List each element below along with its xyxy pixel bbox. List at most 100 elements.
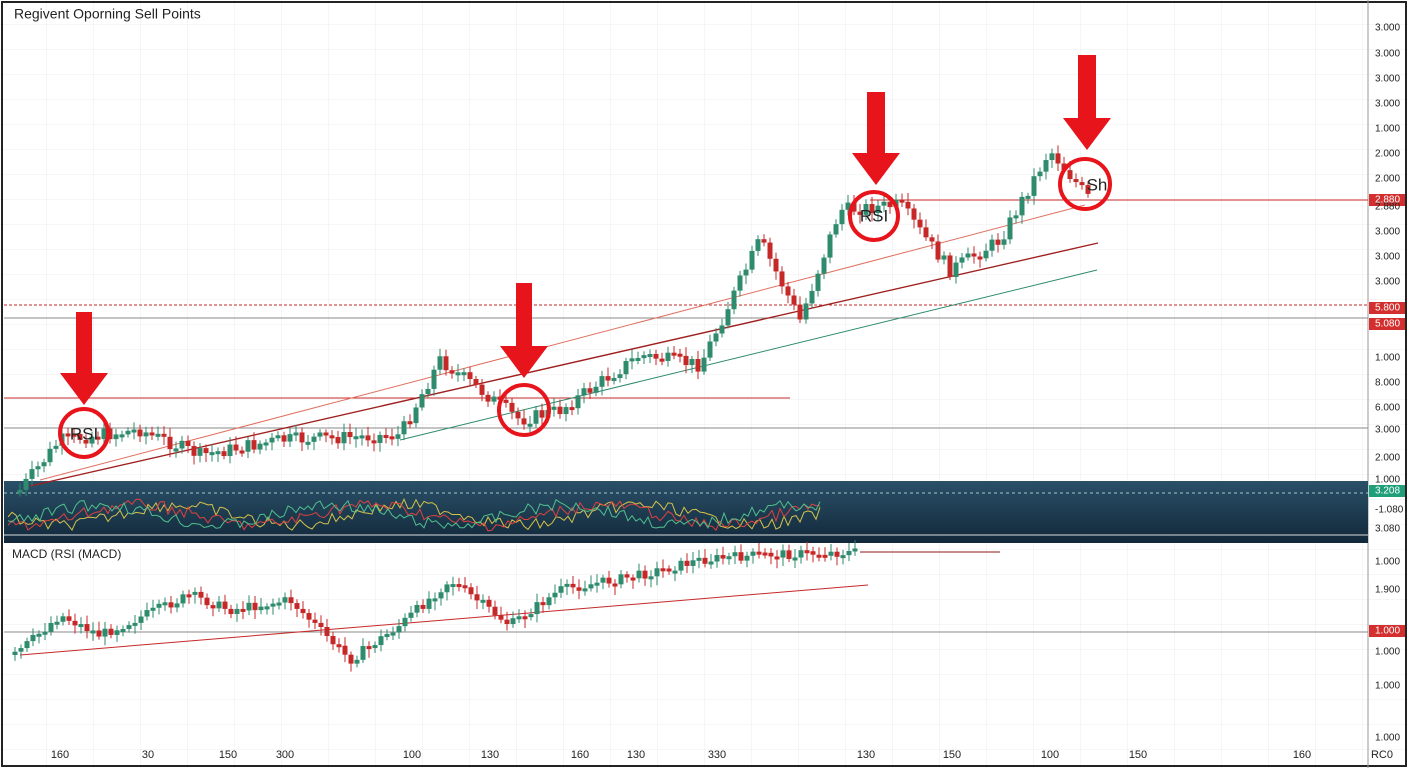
candle xyxy=(522,616,528,620)
candle xyxy=(623,361,629,375)
candle xyxy=(335,436,341,444)
candle xyxy=(467,372,473,380)
candle xyxy=(527,423,533,427)
candle xyxy=(71,433,77,437)
candle xyxy=(101,428,107,440)
candle xyxy=(234,608,240,615)
candle xyxy=(827,234,833,258)
candle xyxy=(90,630,96,634)
price-label: 3.000 xyxy=(1375,99,1400,110)
candle xyxy=(264,606,270,610)
annotation: RSI xyxy=(70,424,98,443)
candle xyxy=(839,209,845,225)
candle xyxy=(582,588,588,592)
candle xyxy=(666,568,672,572)
candle xyxy=(851,202,857,212)
candle xyxy=(53,445,59,449)
candle xyxy=(977,256,983,260)
candle xyxy=(383,434,389,438)
candle xyxy=(132,622,138,626)
candle xyxy=(803,303,809,320)
axis-tag xyxy=(1369,302,1405,314)
candle xyxy=(221,451,227,457)
candle xyxy=(240,608,246,612)
candle xyxy=(227,444,233,457)
candle xyxy=(510,618,516,625)
candle xyxy=(443,356,449,371)
candle xyxy=(737,275,743,291)
candle xyxy=(828,551,834,556)
candle xyxy=(773,258,779,272)
candle xyxy=(474,594,480,601)
candle xyxy=(581,388,587,396)
sell-arrow xyxy=(852,92,900,185)
candle xyxy=(275,435,281,439)
candle xyxy=(347,432,353,438)
chart-title: Regivent Oporning Sell Points xyxy=(14,6,201,22)
candle xyxy=(653,353,659,359)
candle xyxy=(420,604,426,609)
candle xyxy=(570,583,576,588)
candle xyxy=(84,624,90,632)
candle xyxy=(360,646,366,660)
candle xyxy=(485,394,491,402)
candle xyxy=(203,448,209,454)
price-label: 6.000 xyxy=(1375,403,1400,414)
candle xyxy=(287,434,293,442)
candle xyxy=(198,591,204,598)
candle xyxy=(785,286,791,296)
candle xyxy=(528,614,534,618)
candle xyxy=(168,602,174,608)
candle xyxy=(606,577,612,584)
candle xyxy=(690,560,696,566)
candle xyxy=(887,201,893,208)
candle xyxy=(1031,176,1037,196)
candle xyxy=(401,421,407,435)
candle xyxy=(588,584,594,589)
candle xyxy=(294,603,300,609)
candle xyxy=(432,598,438,602)
candle xyxy=(162,602,168,606)
candle xyxy=(1037,171,1043,177)
candle xyxy=(258,606,264,611)
signal-circle xyxy=(58,407,110,459)
candle xyxy=(66,616,72,621)
candle xyxy=(257,443,263,450)
candle xyxy=(503,399,509,403)
candle xyxy=(756,551,762,555)
candle xyxy=(917,219,923,228)
candle xyxy=(1043,160,1049,172)
candle xyxy=(774,556,780,560)
candle xyxy=(1049,153,1055,161)
time-label: 100 xyxy=(1041,749,1059,761)
candle xyxy=(798,550,804,558)
candle xyxy=(318,622,324,627)
sell-arrows xyxy=(60,55,1111,405)
candle xyxy=(413,407,419,424)
candle xyxy=(599,376,605,387)
price-label: 3.080 xyxy=(1375,524,1400,535)
candle xyxy=(672,570,678,574)
candle xyxy=(269,437,275,443)
candle xyxy=(731,290,737,310)
candle xyxy=(593,386,599,393)
candle xyxy=(65,433,71,437)
candle xyxy=(42,631,48,635)
candle xyxy=(245,440,251,452)
candle xyxy=(767,242,773,259)
candle xyxy=(929,237,935,242)
candle xyxy=(780,550,786,558)
candle xyxy=(689,359,695,366)
candle xyxy=(323,432,329,436)
time-label: 150 xyxy=(943,749,961,761)
candle xyxy=(77,433,83,440)
trend-line xyxy=(399,269,1098,441)
candle xyxy=(120,628,126,632)
candle xyxy=(515,411,521,419)
sell-arrow xyxy=(60,312,108,405)
candle xyxy=(738,552,744,561)
time-label: RC0 xyxy=(1371,749,1393,761)
candle xyxy=(702,557,708,564)
